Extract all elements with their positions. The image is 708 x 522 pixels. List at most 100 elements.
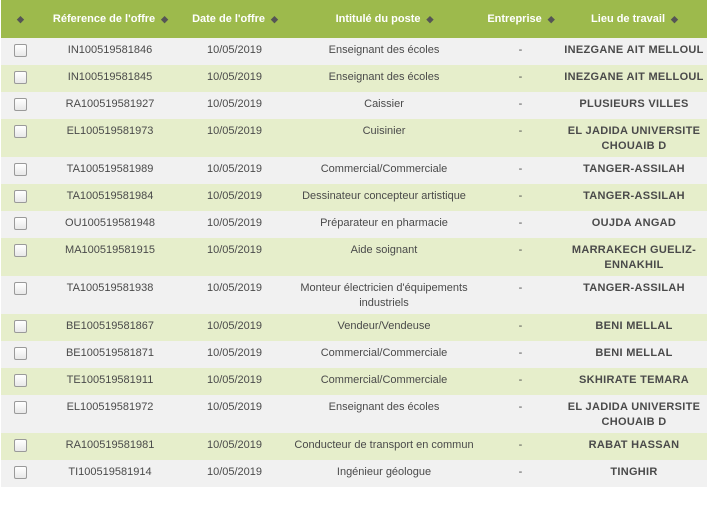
reference-cell[interactable]: BE100519581867 bbox=[39, 314, 181, 341]
job-offers-table: ◆ Réference de l'offre ◆ Date de l'offre ◆… bbox=[1, 0, 707, 487]
lieu-cell: INEZGANE AIT MELLOUL bbox=[561, 65, 707, 92]
intitule-cell[interactable]: Enseignant des écoles bbox=[288, 38, 480, 65]
row-checkbox[interactable] bbox=[13, 244, 27, 257]
sort-icon[interactable]: ◆ bbox=[161, 14, 168, 24]
reference-cell[interactable]: TI100519581914 bbox=[39, 460, 181, 487]
table-row[interactable]: TA100519581938 10/05/2019 Monteur électric… bbox=[1, 276, 707, 314]
table-row[interactable]: TA100519581984 10/05/2019 Dessinateur conc… bbox=[1, 184, 707, 211]
reference-cell[interactable]: MA100519581915 bbox=[39, 238, 181, 276]
entreprise-cell: - bbox=[480, 238, 561, 276]
lieu-cell: SKHIRATE TEMARA bbox=[561, 368, 707, 395]
intitule-cell[interactable]: Conducteur de transport en commun bbox=[288, 433, 480, 460]
table-row[interactable]: IN100519581845 10/05/2019 Enseignant des é… bbox=[1, 65, 707, 92]
date-cell: 10/05/2019 bbox=[181, 341, 288, 368]
row-select-cell bbox=[1, 341, 39, 368]
reference-cell[interactable]: EL100519581973 bbox=[39, 119, 181, 157]
row-checkbox[interactable] bbox=[13, 401, 27, 414]
row-checkbox[interactable] bbox=[13, 347, 27, 360]
table-row[interactable]: RA100519581981 10/05/2019 Conducteur de tr… bbox=[1, 433, 707, 460]
intitule-cell[interactable]: Dessinateur concepteur artistique bbox=[288, 184, 480, 211]
intitule-cell[interactable]: Ingénieur géologue bbox=[288, 460, 480, 487]
reference-cell[interactable]: RA100519581981 bbox=[39, 433, 181, 460]
table-row[interactable]: BE100519581867 10/05/2019 Vendeur/Vendeuse… bbox=[1, 314, 707, 341]
row-checkbox[interactable] bbox=[13, 125, 27, 138]
date-cell: 10/05/2019 bbox=[181, 184, 288, 211]
intitule-cell[interactable]: Préparateur en pharmacie bbox=[288, 211, 480, 238]
intitule-cell[interactable]: Commercial/Commerciale bbox=[288, 368, 480, 395]
reference-column-header[interactable]: Réference de l'offre ◆ bbox=[39, 0, 181, 38]
lieu-cell: INEZGANE AIT MELLOUL bbox=[561, 38, 707, 65]
sort-icon[interactable]: ◆ bbox=[426, 14, 434, 24]
entreprise-cell: - bbox=[480, 211, 561, 238]
reference-cell[interactable]: BE100519581871 bbox=[39, 341, 181, 368]
row-checkbox[interactable] bbox=[13, 439, 27, 452]
table-row[interactable]: BE100519581871 10/05/2019 Commercial/Comme… bbox=[1, 341, 707, 368]
table-row[interactable]: TE100519581911 10/05/2019 Commercial/Comme… bbox=[1, 368, 707, 395]
entreprise-column-header[interactable]: Entreprise ◆ bbox=[480, 0, 561, 38]
row-select-cell bbox=[1, 157, 39, 184]
sort-icon[interactable]: ◆ bbox=[547, 14, 555, 24]
reference-cell[interactable]: IN100519581845 bbox=[39, 65, 181, 92]
entreprise-cell: - bbox=[480, 433, 561, 460]
table-row[interactable]: TI100519581914 10/05/2019 Ingénieur géolog… bbox=[1, 460, 707, 487]
row-checkbox[interactable] bbox=[13, 98, 27, 111]
intitule-cell[interactable]: Aide soignant bbox=[288, 238, 480, 276]
row-checkbox[interactable] bbox=[13, 374, 27, 387]
row-checkbox[interactable] bbox=[13, 282, 27, 295]
intitule-cell[interactable]: Commercial/Commerciale bbox=[288, 341, 480, 368]
row-checkbox[interactable] bbox=[13, 44, 27, 57]
reference-cell[interactable]: OU100519581948 bbox=[39, 211, 181, 238]
entreprise-cell: - bbox=[480, 92, 561, 119]
table-row[interactable]: EL100519581972 10/05/2019 Enseignant des é… bbox=[1, 395, 707, 433]
intitule-cell[interactable]: Monteur électricien d'équipements indust… bbox=[288, 276, 480, 314]
row-checkbox[interactable] bbox=[13, 71, 27, 84]
table-row[interactable]: OU100519581948 10/05/2019 Préparateur en p… bbox=[1, 211, 707, 238]
intitule-column-header[interactable]: Intitulé du poste ◆ bbox=[288, 0, 480, 38]
table-row[interactable]: TA100519581989 10/05/2019 Commercial/Comme… bbox=[1, 157, 707, 184]
sort-icon[interactable]: ◆ bbox=[17, 14, 24, 24]
lieu-cell: PLUSIEURS VILLES bbox=[561, 92, 707, 119]
row-checkbox[interactable] bbox=[13, 190, 27, 203]
table-row[interactable]: MA100519581915 10/05/2019 Aide soignant - MA… bbox=[1, 238, 707, 276]
reference-cell[interactable]: TA100519581989 bbox=[39, 157, 181, 184]
date-cell: 10/05/2019 bbox=[181, 460, 288, 487]
intitule-cell[interactable]: Commercial/Commerciale bbox=[288, 157, 480, 184]
intitule-cell[interactable]: Enseignant des écoles bbox=[288, 395, 480, 433]
column-label: Réference de l'offre bbox=[52, 13, 156, 25]
row-checkbox[interactable] bbox=[13, 163, 27, 176]
lieu-cell: TINGHIR bbox=[561, 460, 707, 487]
sort-icon[interactable]: ◆ bbox=[671, 14, 678, 24]
row-select-cell bbox=[1, 395, 39, 433]
intitule-cell[interactable]: Cuisinier bbox=[288, 119, 480, 157]
entreprise-cell: - bbox=[480, 65, 561, 92]
entreprise-cell: - bbox=[480, 184, 561, 211]
date-cell: 10/05/2019 bbox=[181, 395, 288, 433]
date-cell: 10/05/2019 bbox=[181, 157, 288, 184]
row-select-cell bbox=[1, 119, 39, 157]
reference-cell[interactable]: TA100519581984 bbox=[39, 184, 181, 211]
date-cell: 10/05/2019 bbox=[181, 92, 288, 119]
intitule-cell[interactable]: Caissier bbox=[288, 92, 480, 119]
sort-icon[interactable]: ◆ bbox=[271, 14, 278, 24]
date-column-header[interactable]: Date de l'offre ◆ bbox=[181, 0, 288, 38]
reference-cell[interactable]: IN100519581846 bbox=[39, 38, 181, 65]
date-cell: 10/05/2019 bbox=[181, 238, 288, 276]
row-checkbox[interactable] bbox=[13, 466, 27, 479]
lieu-column-header[interactable]: Lieu de travail ◆ bbox=[561, 0, 707, 38]
select-column-header[interactable]: ◆ bbox=[1, 0, 39, 38]
reference-cell[interactable]: TA100519581938 bbox=[39, 276, 181, 314]
table-row[interactable]: IN100519581846 10/05/2019 Enseignant des é… bbox=[1, 38, 707, 65]
row-checkbox[interactable] bbox=[13, 217, 27, 230]
table-row[interactable]: EL100519581973 10/05/2019 Cuisinier - EL JAD… bbox=[1, 119, 707, 157]
intitule-cell[interactable]: Vendeur/Vendeuse bbox=[288, 314, 480, 341]
reference-cell[interactable]: EL100519581972 bbox=[39, 395, 181, 433]
entreprise-cell: - bbox=[480, 460, 561, 487]
reference-cell[interactable]: TE100519581911 bbox=[39, 368, 181, 395]
intitule-cell[interactable]: Enseignant des écoles bbox=[288, 65, 480, 92]
column-label: Entreprise bbox=[487, 13, 542, 25]
entreprise-cell: - bbox=[480, 395, 561, 433]
table-row[interactable]: RA100519581927 10/05/2019 Caissier - PLUSIEU… bbox=[1, 92, 707, 119]
row-checkbox[interactable] bbox=[13, 320, 27, 333]
lieu-cell: EL JADIDA UNIVERSITE CHOUAIB D bbox=[561, 395, 707, 433]
reference-cell[interactable]: RA100519581927 bbox=[39, 92, 181, 119]
